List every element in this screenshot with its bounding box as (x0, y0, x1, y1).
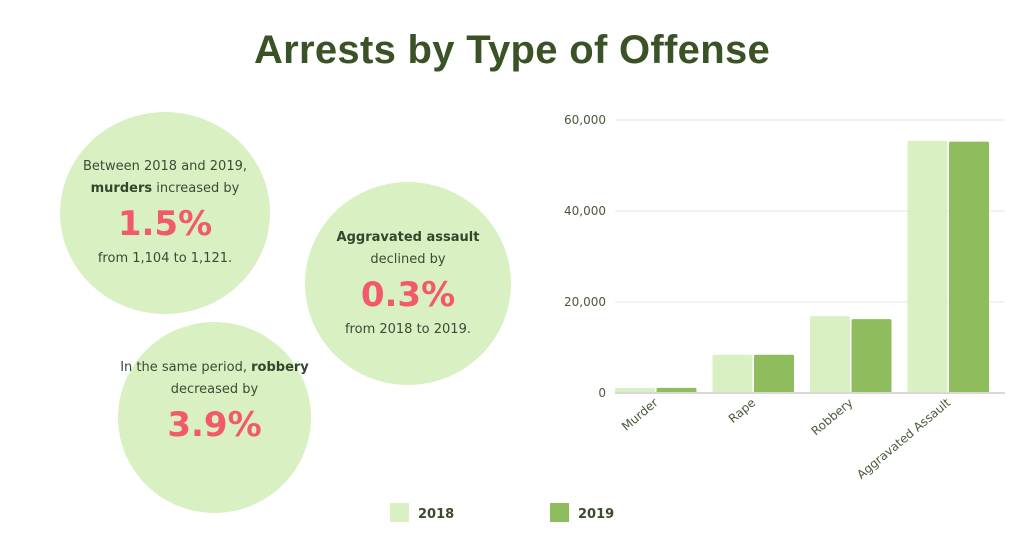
bar-2019 (949, 141, 989, 393)
murder-stat-bold: murders (90, 181, 153, 196)
assault-stat-percent: 0.3% (360, 274, 456, 315)
robbery-stat-percent: 3.9% (167, 404, 262, 445)
x-tick-label: Rape (726, 396, 758, 426)
legend-label-2018: 2018 (418, 507, 454, 522)
murder-stat-intro: Between 2018 and 2019, (82, 159, 248, 174)
assault-stat-bold: Aggravated assault (336, 229, 480, 245)
bar-2018 (810, 316, 850, 393)
robbery-stat-verb: decreased by (170, 381, 259, 397)
bar-2018 (907, 140, 948, 393)
murder-stat-range: from 1,104 to 1,121. (97, 251, 233, 266)
murder-stat-bubble: Between 2018 and 2019, murders increased… (60, 112, 270, 314)
legend-label-2019: 2019 (578, 507, 614, 522)
murder-stat-verb: increased by (152, 181, 240, 196)
y-tick-label: 0 (598, 386, 606, 400)
bar-2019 (851, 319, 892, 393)
murder-stat-percent: 1.5% (117, 204, 213, 244)
bar-2019 (656, 387, 697, 393)
bar-2018 (615, 387, 655, 393)
bar-2019 (754, 354, 794, 393)
robbery-stat-intro: In the same period, (120, 359, 252, 375)
murder-stat-subject: murders increased by (91, 178, 240, 200)
assault-stat-bubble: Aggravated assault declined by 0.3% from… (305, 182, 511, 385)
robbery-stat-bold: robbery (251, 359, 309, 375)
assault-stat-subject: Aggravated assault (337, 227, 480, 249)
chart-title: Arrests by Type of Offense (253, 28, 771, 72)
robbery-stat-bubble: In the same period, robbery decreased by… (118, 322, 311, 513)
robbery-stat-content: In the same period, robbery decreased by… (120, 357, 309, 449)
x-tick-label: Murder (619, 396, 661, 434)
assault-stat-verb: declined by (370, 251, 446, 267)
bar-2018 (712, 354, 753, 393)
y-tick-label: 40,000 (564, 204, 606, 218)
legend-swatch-2019 (550, 503, 569, 522)
y-tick-label: 60,000 (564, 113, 606, 127)
x-tick-label: Robbery (809, 396, 856, 439)
x-tick-label: Aggravated Assault (854, 395, 953, 481)
legend-swatch-2018 (390, 503, 409, 522)
y-tick-label: 20,000 (564, 295, 606, 309)
robbery-stat-subject: In the same period, robbery (120, 357, 309, 379)
assault-stat-range: from 2018 to 2019. (344, 321, 471, 337)
